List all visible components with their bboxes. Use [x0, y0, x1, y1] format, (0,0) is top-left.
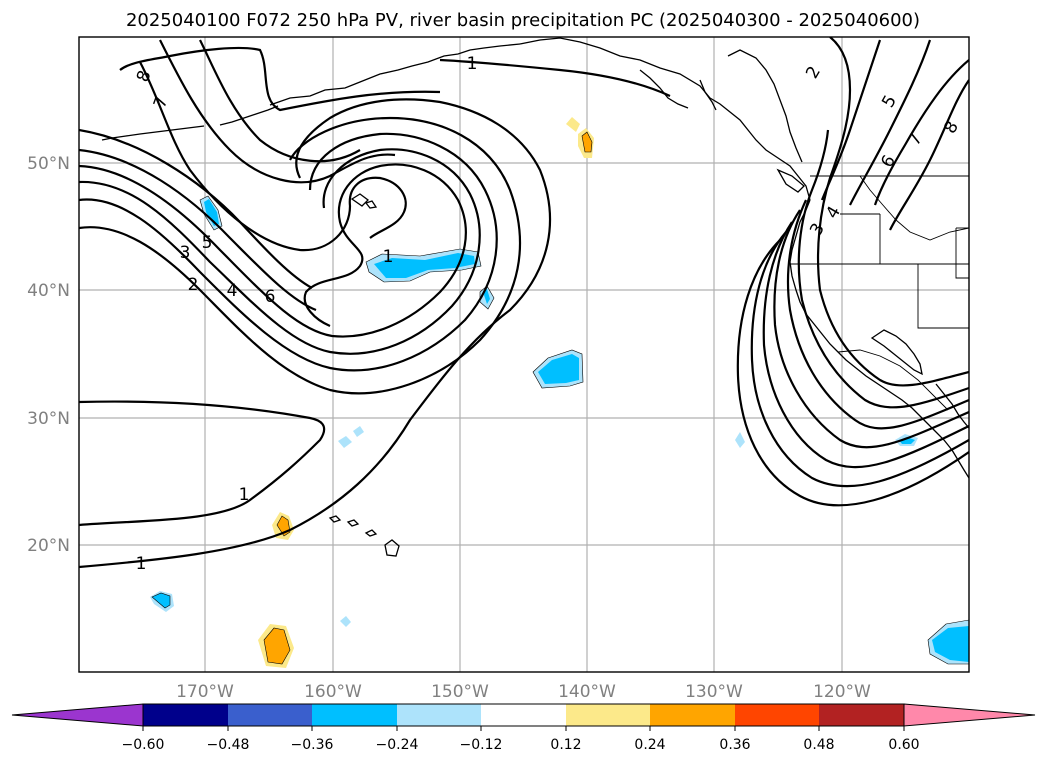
colorbar-bin — [228, 704, 312, 726]
contour-label-1: 1 — [383, 247, 394, 267]
colorbar-tick-label: −0.24 — [376, 737, 419, 753]
longitude-label: 150°W — [431, 682, 489, 702]
longitude-label: 170°W — [176, 682, 234, 702]
latitude-label: 40°N — [27, 281, 70, 301]
colorbar-tick-label: 0.12 — [550, 737, 581, 753]
colorbar-tick-label: 0.60 — [888, 737, 919, 753]
contour-label-4: 4 — [227, 281, 238, 301]
longitude-axis: 170°W 160°W 150°W 140°W 130°W 120°W — [176, 682, 871, 702]
colorbar-bin — [566, 704, 650, 726]
coastlines — [101, 37, 969, 557]
colorbar-bin — [312, 704, 397, 726]
colorbar-tick-label: −0.48 — [207, 737, 250, 753]
colorbar-extend-left — [11, 703, 144, 727]
colorbar-tick-label: 0.24 — [634, 737, 665, 753]
longitude-label: 160°W — [304, 682, 362, 702]
colorbar-tick-label: 0.48 — [803, 737, 834, 753]
latitude-label: 20°N — [27, 536, 70, 556]
colorbar-bin — [650, 704, 735, 726]
contour-label-1: 1 — [136, 554, 147, 574]
colorbar-bin — [481, 704, 566, 726]
longitude-label: 140°W — [558, 682, 616, 702]
colorbar-bin — [819, 704, 904, 726]
colorbar-bin — [143, 704, 228, 726]
longitude-label: 130°W — [685, 682, 743, 702]
colorbar-tick-label: 0.36 — [719, 737, 750, 753]
colorbar-tick-label: −0.60 — [122, 737, 165, 753]
latitude-label: 30°N — [27, 409, 70, 429]
colorbar-bin — [397, 704, 481, 726]
colorbar-extend-right — [903, 703, 1036, 727]
colorbar-bin — [735, 704, 819, 726]
colorbar-frame — [142, 703, 905, 727]
contour-label-1: 1 — [239, 485, 250, 505]
colorbar-tick-labels: −0.60 −0.48 −0.36 −0.24 −0.12 0.12 0.24 … — [122, 737, 920, 753]
contour-label-6: 6 — [265, 287, 276, 307]
contour-label-1: 1 — [467, 54, 478, 74]
latitude-axis: 20°N 30°N 40°N 50°N — [27, 154, 70, 556]
longitude-label: 120°W — [813, 682, 871, 702]
colorbar-tick-label: −0.36 — [291, 737, 334, 753]
pv-contours — [79, 37, 969, 569]
colorbar-tick-label: −0.12 — [460, 737, 503, 753]
contour-label-3: 3 — [180, 243, 191, 263]
map-panel: 1 1 1 1 2 2 3 3 4 4 5 5 6 6 7 7 8 8 — [78, 36, 970, 673]
precipitation-shading — [150, 117, 969, 668]
colorbar-ticks — [142, 726, 905, 731]
latitude-label: 50°N — [27, 154, 70, 174]
colorbar: −0.60 −0.48 −0.36 −0.24 −0.12 0.12 0.24 … — [11, 703, 1036, 753]
map-title: 2025040100 F072 250 hPa PV, river basin … — [126, 10, 920, 31]
contour-label-5: 5 — [202, 233, 213, 253]
map-frame — [78, 36, 970, 673]
contour-label-2: 2 — [188, 275, 199, 295]
political-borders — [790, 175, 969, 411]
